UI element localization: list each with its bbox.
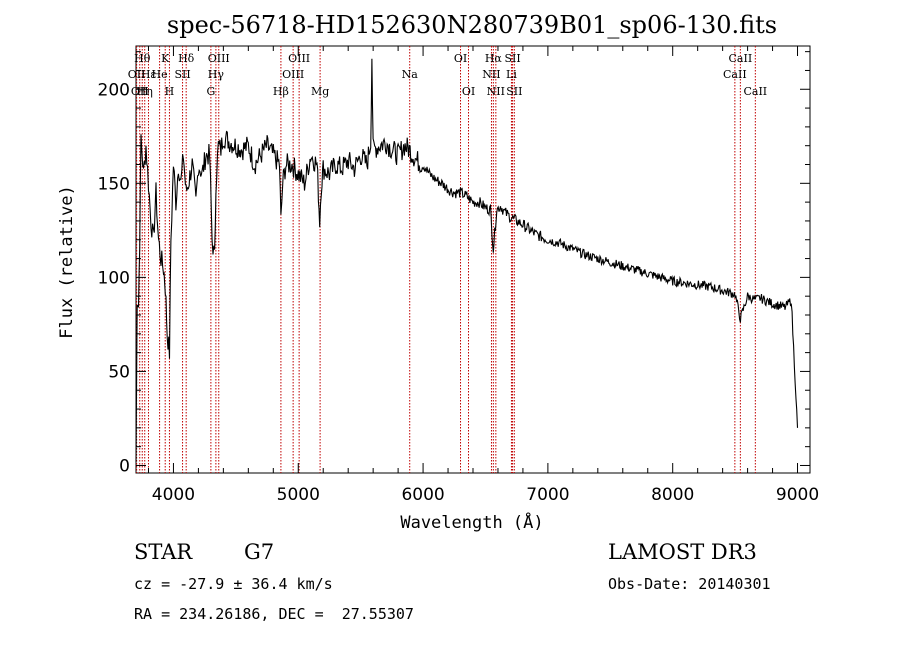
object-subclass: G7: [244, 540, 275, 564]
y-axis-label: Flux (relative): [57, 185, 77, 339]
line-marker-label: Hη: [137, 85, 153, 98]
line-marker-label: G: [206, 85, 215, 98]
line-marker-label: OI: [454, 52, 467, 65]
coordinates-ra-dec: RA = 234.26186, DEC = 27.55307: [134, 605, 414, 623]
survey-name: LAMOST DR3: [608, 540, 757, 564]
line-marker-label: NII: [487, 85, 505, 98]
line-marker-label: Hδ: [178, 52, 195, 65]
line-marker-label: OII: [131, 85, 149, 98]
x-tick-label: 9000: [776, 485, 819, 505]
line-marker-label: Hα: [485, 52, 503, 65]
line-marker-label: OIII: [288, 52, 310, 65]
y-axis-ticks: 0 50 100 150 200: [98, 51, 810, 476]
redshift-cz: cz = -27.9 ± 36.4 km/s: [134, 575, 333, 593]
line-marker-label: Hγ: [208, 68, 225, 81]
observation-date: Obs-Date: 20140301: [608, 575, 771, 593]
line-marker-label: Hε: [141, 68, 157, 81]
y-tick-label: 100: [98, 268, 130, 288]
spectrum-line: [135, 58, 799, 462]
x-tick-label: 4000: [152, 485, 195, 505]
line-marker-label: K: [161, 52, 170, 65]
line-marker-label: OIII: [282, 68, 304, 81]
line-marker-label: CaII: [723, 68, 747, 81]
x-tick-label: 6000: [401, 485, 444, 505]
y-tick-label: 150: [98, 174, 130, 194]
x-tick-label: 5000: [277, 485, 320, 505]
plot-frame: [135, 45, 811, 474]
object-class: STAR: [134, 540, 193, 564]
emission-line-markers: [136, 46, 756, 473]
chart-title: spec-56718-HD152630N280739B01_sp06-130.f…: [167, 11, 777, 39]
x-tick-label: 7000: [526, 485, 569, 505]
line-marker-label: Hθ: [134, 52, 151, 65]
line-marker-label: SII: [506, 85, 522, 98]
x-axis-label: Wavelength (Å): [400, 511, 543, 533]
x-tick-label: 8000: [651, 485, 694, 505]
line-marker-label: SII: [174, 68, 190, 81]
line-marker-label: H: [165, 85, 175, 98]
y-tick-label: 200: [98, 80, 130, 100]
line-marker-label: OIII: [208, 52, 230, 65]
y-tick-label: 50: [108, 362, 130, 382]
line-marker-label: He: [152, 68, 168, 81]
y-tick-label: 0: [119, 456, 130, 476]
spectrum-series: [135, 58, 799, 462]
line-marker-label: CaII: [743, 85, 767, 98]
line-marker-label: OII: [128, 68, 146, 81]
line-marker-label: NII: [482, 68, 500, 81]
line-marker-label: Hβ: [273, 85, 289, 98]
line-marker-label: SII: [504, 52, 520, 65]
line-marker-label: Mg: [311, 85, 329, 98]
line-marker-label: OI: [462, 85, 475, 98]
line-marker-label: Li: [506, 68, 517, 81]
line-marker-label: Na: [402, 68, 419, 81]
x-axis-ticks: 4000 5000 6000 7000 8000 9000: [147, 46, 819, 505]
line-marker-label: CaII: [729, 52, 753, 65]
